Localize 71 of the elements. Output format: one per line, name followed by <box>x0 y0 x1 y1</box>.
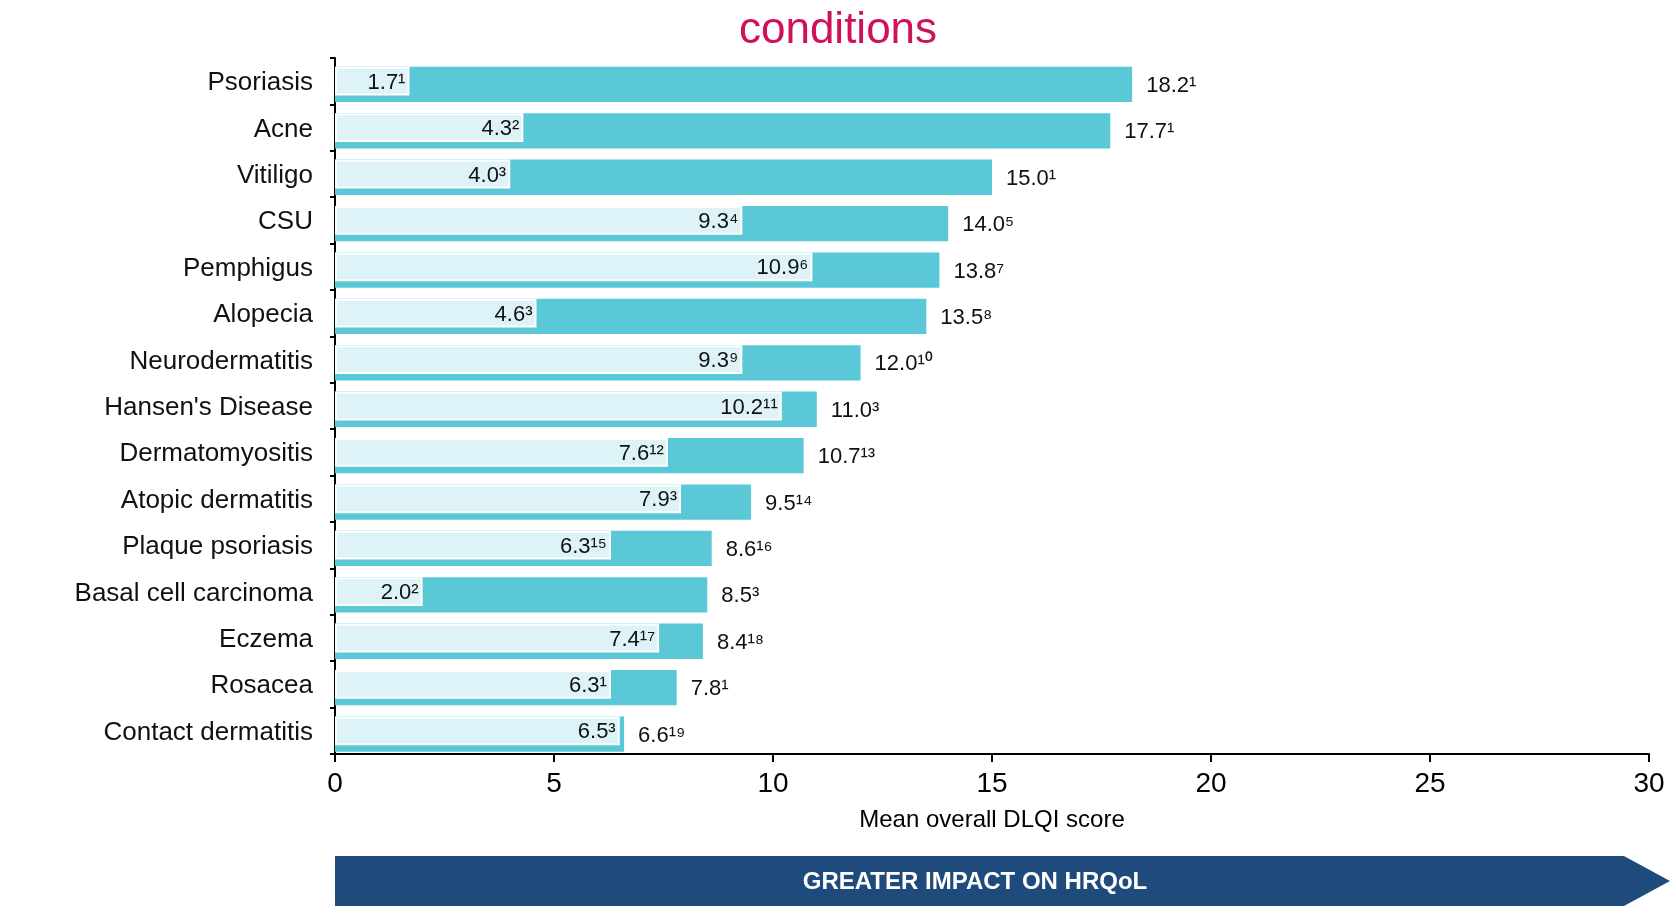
data-label: 6.5³ <box>577 718 616 744</box>
y-tick-label: CSU <box>258 205 313 236</box>
bar <box>335 66 1133 103</box>
y-tick-label: Plaque psoriasis <box>122 530 313 561</box>
data-label: 9.3⁴ <box>698 207 739 233</box>
y-tick-label: Rosacea <box>210 669 314 700</box>
data-label: 9.5¹⁴ <box>765 489 813 515</box>
y-tick-label: Alopecia <box>213 298 314 329</box>
bar <box>335 577 423 606</box>
bar <box>335 345 743 374</box>
data-label: 13.8⁷ <box>953 257 1005 283</box>
y-tick-label: Neurodermatitis <box>129 344 313 375</box>
bar <box>335 298 537 328</box>
data-label: 6.3¹ <box>569 671 607 697</box>
data-label: 13.5⁸ <box>940 303 993 329</box>
text: GREATER IMPACT ON HRQoL <box>801 866 1149 896</box>
data-label: 6.3¹⁵ <box>559 532 607 558</box>
chart-title: conditions <box>738 2 938 52</box>
y-tick-label: Atopic dermatitis <box>120 483 313 514</box>
x-axis-title: Mean overall DLQI score <box>859 804 1125 832</box>
data-label: 7.8¹ <box>690 675 729 701</box>
bar <box>335 484 682 514</box>
x-tick-label: 0 <box>327 766 343 798</box>
x-tick-label: 15 <box>976 766 1008 798</box>
y-tick-label: Hansen's Disease <box>104 391 313 421</box>
bar <box>335 66 410 96</box>
y-tick-label: Dermatomyositis <box>119 437 313 468</box>
data-label: 17.7¹ <box>1124 118 1175 144</box>
data-label: 2.0² <box>380 579 419 605</box>
x-tick-label: 20 <box>1195 766 1227 798</box>
bar <box>335 113 524 142</box>
bar <box>335 438 668 467</box>
bar <box>335 206 743 235</box>
data-label: 4.0³ <box>468 161 507 187</box>
data-label: 4.3² <box>481 115 520 141</box>
data-label: 10.7¹³ <box>817 443 876 469</box>
bar <box>335 716 620 746</box>
data-label: 6.6¹⁹ <box>638 721 686 747</box>
bar <box>335 623 660 653</box>
data-label: 9.3⁹ <box>698 347 739 373</box>
x-tick-label: 30 <box>1633 766 1665 798</box>
data-label: 14.0⁵ <box>962 211 1015 237</box>
bar <box>335 530 611 560</box>
x-tick-label: 10 <box>757 766 789 798</box>
data-label: 12.0¹⁰ <box>874 350 933 376</box>
y-tick-label: Vitiligo <box>236 159 313 189</box>
data-label: 8.6¹⁶ <box>725 535 773 561</box>
data-label: 10.2¹¹ <box>720 393 778 419</box>
data-label: 11.0³ <box>830 396 880 422</box>
data-label: 7.4¹⁷ <box>609 625 656 651</box>
bar <box>335 391 782 421</box>
x-tick-label: 5 <box>546 766 562 798</box>
bar <box>335 252 813 282</box>
bar <box>335 670 611 699</box>
y-tick-label: Pemphigus <box>182 251 313 282</box>
data-label: 15.0¹ <box>1006 164 1057 190</box>
data-label: 8.4¹⁸ <box>716 628 765 654</box>
y-tick-label: Acne <box>253 112 313 143</box>
data-label: 7.9³ <box>639 486 678 512</box>
data-label: 8.5³ <box>721 582 760 608</box>
data-label: 10.9⁶ <box>756 254 809 280</box>
y-tick-label: Eczema <box>219 623 314 653</box>
bar <box>335 159 511 189</box>
data-label: 1.7¹ <box>367 68 406 94</box>
data-label: 7.6¹² <box>618 439 664 465</box>
data-label: 18.2¹ <box>1146 71 1197 97</box>
y-tick-label: Contact dermatitis <box>103 715 313 746</box>
y-tick-label: Basal cell carcinoma <box>74 576 314 607</box>
x-tick-label: 25 <box>1414 766 1446 798</box>
data-label: 4.6³ <box>494 300 533 326</box>
y-tick-label: Psoriasis <box>207 66 313 97</box>
